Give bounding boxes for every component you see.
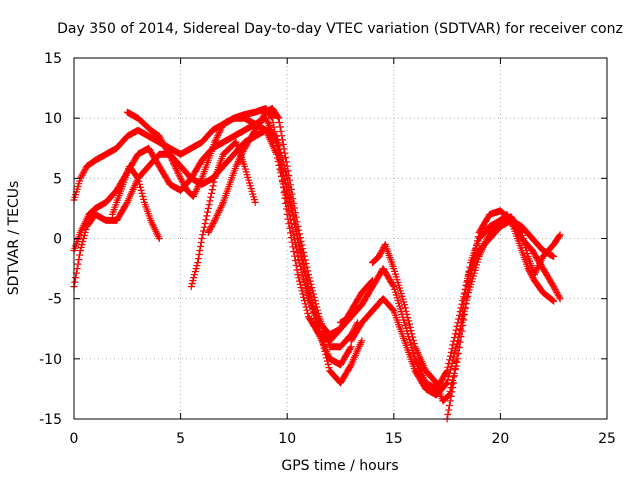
data-point-markers <box>108 162 163 242</box>
x-tick-label: 0 <box>70 431 79 447</box>
chart-ticks: 0 5 10 15 20 25 -15 -10 -5 0 5 10 15 <box>39 51 616 447</box>
y-tick-label: -5 <box>48 292 62 308</box>
x-tick-label: 20 <box>491 431 509 447</box>
data-point-markers <box>496 210 558 305</box>
series-sat-11 <box>443 213 564 423</box>
series-sat-6 <box>187 138 259 291</box>
chart-title: Day 350 of 2014, Sidereal Day-to-day VTE… <box>57 21 623 37</box>
y-tick-label: 10 <box>44 111 62 127</box>
x-tick-label: 10 <box>278 431 296 447</box>
y-tick-label: 5 <box>53 171 62 187</box>
y-tick-label: -10 <box>39 352 62 368</box>
chart-grid <box>74 58 607 419</box>
x-axis-label: GPS time / hours <box>281 458 398 474</box>
chart-series-layer <box>70 105 564 423</box>
y-axis-label: SDTVAR / TECUs <box>6 181 22 296</box>
y-tick-label: 15 <box>44 51 62 67</box>
series-sat-12 <box>496 210 558 305</box>
y-tick-label: -15 <box>39 412 62 428</box>
series-sat-7 <box>108 162 163 242</box>
x-tick-label: 15 <box>385 431 403 447</box>
data-point-markers <box>187 138 259 291</box>
x-tick-label: 5 <box>176 431 185 447</box>
y-tick-label: 0 <box>53 232 62 248</box>
x-tick-label: 25 <box>598 431 616 447</box>
data-point-markers <box>443 213 564 423</box>
